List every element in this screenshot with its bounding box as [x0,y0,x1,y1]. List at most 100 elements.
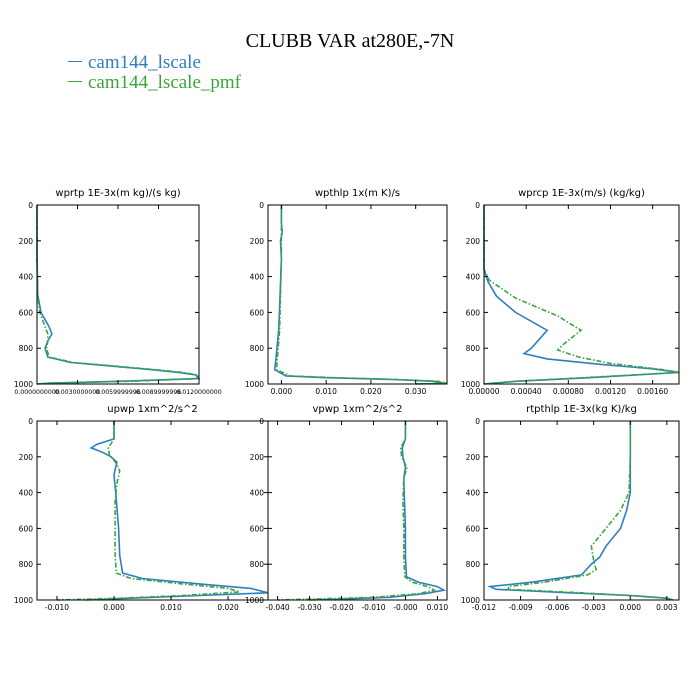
panel-6: rtpthlp 1E-3x(kg K)/kg 0 200 400 600 800 1000 -… [461,404,680,612]
x-tick-label: 0.003 [656,603,678,612]
y-tick-label: 0 [259,201,264,210]
x-tick-label: -0.000 [393,603,417,612]
plot-frame [483,204,680,385]
x-tick-label: 0.000 [271,387,293,396]
panel-title: upwp 1xm^2/s^2 [107,404,197,415]
x-tick-label: 0.000 [103,603,125,612]
x-tick-label: -0.003 [582,603,606,612]
x-tick-label: 0.000 [620,603,642,612]
panel-1: wprtp 1E-3x(m kg)/(s kg) 0 200 400 600 800 100… [14,188,222,396]
series-line-2 [36,205,201,385]
legend-label-1: cam144_lscale [88,52,201,73]
x-tick-label: -0.030 [297,603,321,612]
panel-title: vpwp 1xm^2/s^2 [312,404,402,415]
y-tick-label: 400 [466,489,481,498]
x-tick-label: 0.00080 [553,387,584,396]
y-tick-label: 1000 [14,380,33,389]
x-tick-label: 0.0059999996 [95,389,140,396]
panel-title: wpthlp 1x(m K)/s [315,188,400,199]
y-tick-label: 1000 [245,380,264,389]
series-line-2 [507,421,674,601]
panel-3: wprcp 1E-3x(m/s) (kg/kg) 0 200 400 600 800 100… [461,188,680,396]
x-tick-label: -0.006 [545,603,569,612]
y-tick-label: 600 [19,308,34,317]
plot-frame [36,420,269,601]
x-tick-label: 0.00160 [637,387,668,396]
legend-line-1 [68,61,82,63]
figure-title: CLUBB VAR at280E,-7N [245,30,455,52]
y-tick-label: 600 [466,308,481,317]
series-line-1 [309,421,447,601]
x-tick-label: -0.040 [265,603,289,612]
y-tick-label: 200 [466,453,481,462]
y-tick-label: 200 [19,237,34,246]
y-tick-label: 600 [466,524,481,533]
y-tick-label: 400 [250,273,265,282]
y-tick-label: 800 [466,560,481,569]
x-tick-label: -0.010 [45,603,69,612]
panel-title: wprcp 1E-3x(m/s) (kg/kg) [518,188,645,199]
y-tick-label: 1000 [461,380,480,389]
x-tick-label: -0.009 [508,603,532,612]
series-line-1 [36,205,199,385]
x-tick-label: 0.020 [217,603,239,612]
series-line-1 [273,205,443,385]
x-tick-label: 0.00040 [511,387,542,396]
series-line-1 [85,421,269,601]
x-tick-label: 0.030 [405,387,427,396]
y-tick-label: 200 [466,237,481,246]
x-tick-label: -0.020 [329,603,353,612]
x-tick-label: 0.0120000000 [176,389,221,396]
series-line-2 [275,205,448,385]
y-tick-label: 0 [28,417,33,426]
panel-title: rtpthlp 1E-3x(kg K)/kg [526,404,637,415]
plot-frame [267,204,448,385]
y-tick-label: 0 [28,201,33,210]
y-tick-label: 1000 [245,596,264,605]
y-tick-label: 200 [250,237,265,246]
panel-2: wpthlp 1x(m K)/s 0 200 400 600 800 1000 0.000 0.… [245,188,448,396]
y-tick-label: 800 [250,560,265,569]
y-tick-label: 600 [250,524,265,533]
series-line-2 [56,421,240,601]
y-tick-label: 1000 [14,596,33,605]
legend-entry-2: cam144_lscale_pmf [68,73,241,93]
x-tick-label: 0.0000000000 [14,389,59,396]
y-tick-label: 400 [466,273,481,282]
x-tick-label: 0.00000 [468,387,499,396]
x-tick-label: -0.010 [361,603,385,612]
legend-entry-1: cam144_lscale [68,53,201,73]
x-tick-label: 0.0030000000 [55,389,100,396]
series-line-1 [483,205,680,385]
panel-4: upwp 1xm^2/s^2 0 200 400 600 800 1000 -0.010 0.0… [14,404,269,612]
legend-line-2 [68,81,82,83]
y-tick-label: 1000 [461,596,480,605]
y-tick-label: 200 [250,453,265,462]
y-tick-label: 0 [475,201,480,210]
plot-frame [267,420,448,601]
x-tick-label: 0.010 [160,603,182,612]
y-tick-label: 800 [250,344,265,353]
y-tick-label: 200 [19,453,34,462]
series-line-1 [487,421,674,601]
y-tick-label: 0 [475,417,480,426]
y-tick-label: 400 [250,489,265,498]
y-tick-label: 400 [19,489,34,498]
x-tick-label: 0.0089999996 [136,389,181,396]
y-tick-label: 800 [19,344,34,353]
series-line-2 [277,421,437,601]
x-tick-label: 0.010 [315,387,337,396]
y-tick-label: 800 [466,344,481,353]
y-tick-label: 0 [259,417,264,426]
y-tick-label: 400 [19,273,34,282]
x-tick-label: 0.00120 [595,387,626,396]
plot-frame [36,204,200,385]
panel-title: wprtp 1E-3x(m kg)/(s kg) [55,188,180,199]
y-tick-label: 800 [19,560,34,569]
y-tick-label: 600 [250,308,265,317]
legend-label-2: cam144_lscale_pmf [88,72,242,93]
plot-frame [483,420,680,601]
x-tick-label: 0.010 [427,603,449,612]
y-tick-label: 600 [19,524,34,533]
